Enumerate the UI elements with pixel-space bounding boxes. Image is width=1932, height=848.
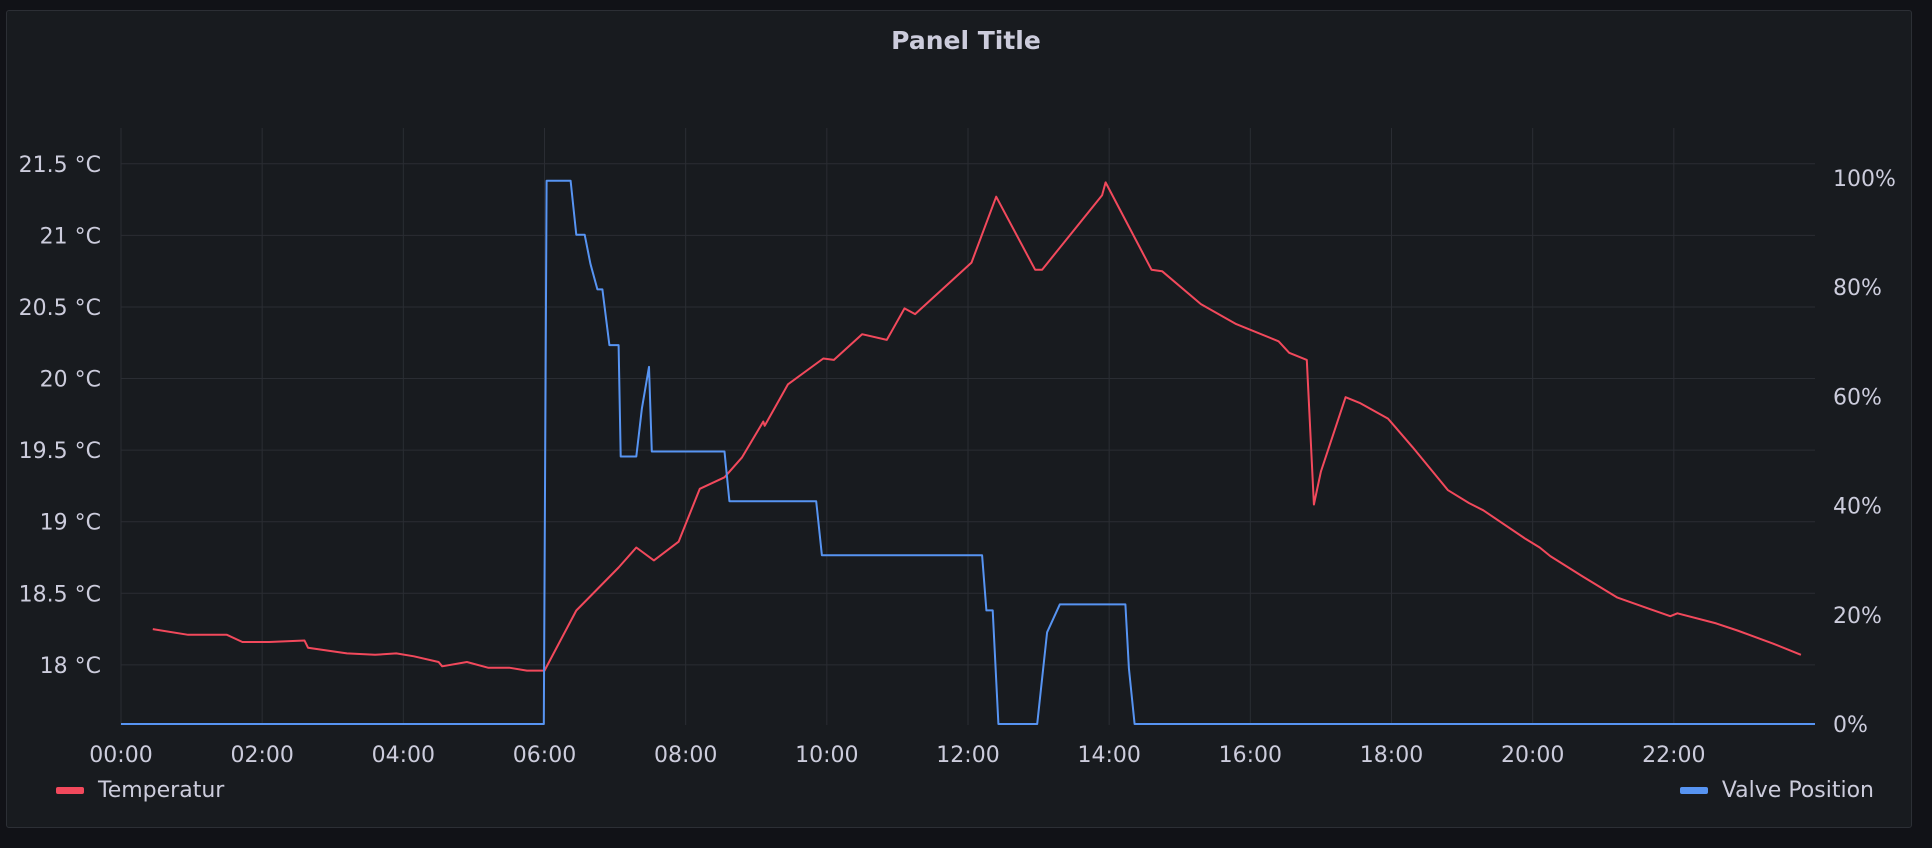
y-left-tick-label: 19 °C	[40, 511, 101, 536]
x-tick-label: 12:00	[936, 743, 999, 768]
series-line-valve-position	[121, 179, 1815, 725]
x-tick-label: 22:00	[1642, 743, 1705, 768]
y-axis-right: 0% 20% 40% 60% 80% 100%	[1833, 167, 1896, 738]
x-tick-label: 20:00	[1501, 743, 1564, 768]
y-left-tick-label: 21 °C	[40, 224, 101, 249]
x-tick-label: 00:00	[89, 743, 152, 768]
legend-item-temperatur[interactable]: Temperatur	[56, 778, 224, 803]
x-tick-label: 06:00	[513, 743, 576, 768]
x-tick-label: 10:00	[795, 743, 858, 768]
series-line-temperatur	[152, 181, 1802, 672]
legend-swatch-valve-position	[1679, 787, 1708, 794]
y-right-tick-label: 60%	[1833, 385, 1882, 410]
y-left-tick-label: 18.5 °C	[19, 582, 101, 607]
panel-title[interactable]: Panel Title	[891, 26, 1041, 55]
x-tick-label: 08:00	[654, 743, 717, 768]
series-lines	[121, 179, 1815, 725]
x-tick-label: 16:00	[1219, 743, 1282, 768]
y-left-tick-label: 18 °C	[40, 654, 101, 679]
chart-grid	[120, 128, 1815, 725]
x-tick-label: 14:00	[1077, 743, 1140, 768]
y-right-tick-label: 100%	[1833, 167, 1896, 192]
y-left-tick-label: 19.5 °C	[19, 439, 101, 464]
y-left-tick-label: 20.5 °C	[19, 296, 101, 321]
x-tick-label: 02:00	[230, 743, 293, 768]
y-right-tick-label: 40%	[1833, 495, 1882, 520]
y-axis-left: 18 °C 18.5 °C 19 °C 19.5 °C 20 °C 20.5 °C 21 °…	[19, 153, 101, 679]
y-left-tick-label: 20 °C	[40, 368, 101, 393]
legend-label: Temperatur	[98, 778, 225, 803]
x-tick-label: 04:00	[372, 743, 435, 768]
y-right-tick-label: 80%	[1833, 276, 1882, 301]
y-left-tick-label: 21.5 °C	[19, 153, 101, 178]
chart-panel	[6, 10, 1912, 828]
legend-item-valve-position[interactable]: Valve Position	[1679, 778, 1874, 803]
x-tick-label: 18:00	[1360, 743, 1423, 768]
y-right-tick-label: 0%	[1833, 713, 1868, 738]
legend-swatch-temperatur	[56, 787, 84, 794]
legend-label: Valve Position	[1721, 778, 1874, 803]
y-right-tick-label: 20%	[1833, 604, 1882, 629]
x-axis: 00:00 02:00 04:00 06:00 08:00 10:00 12:00 14:00…	[89, 743, 1705, 768]
